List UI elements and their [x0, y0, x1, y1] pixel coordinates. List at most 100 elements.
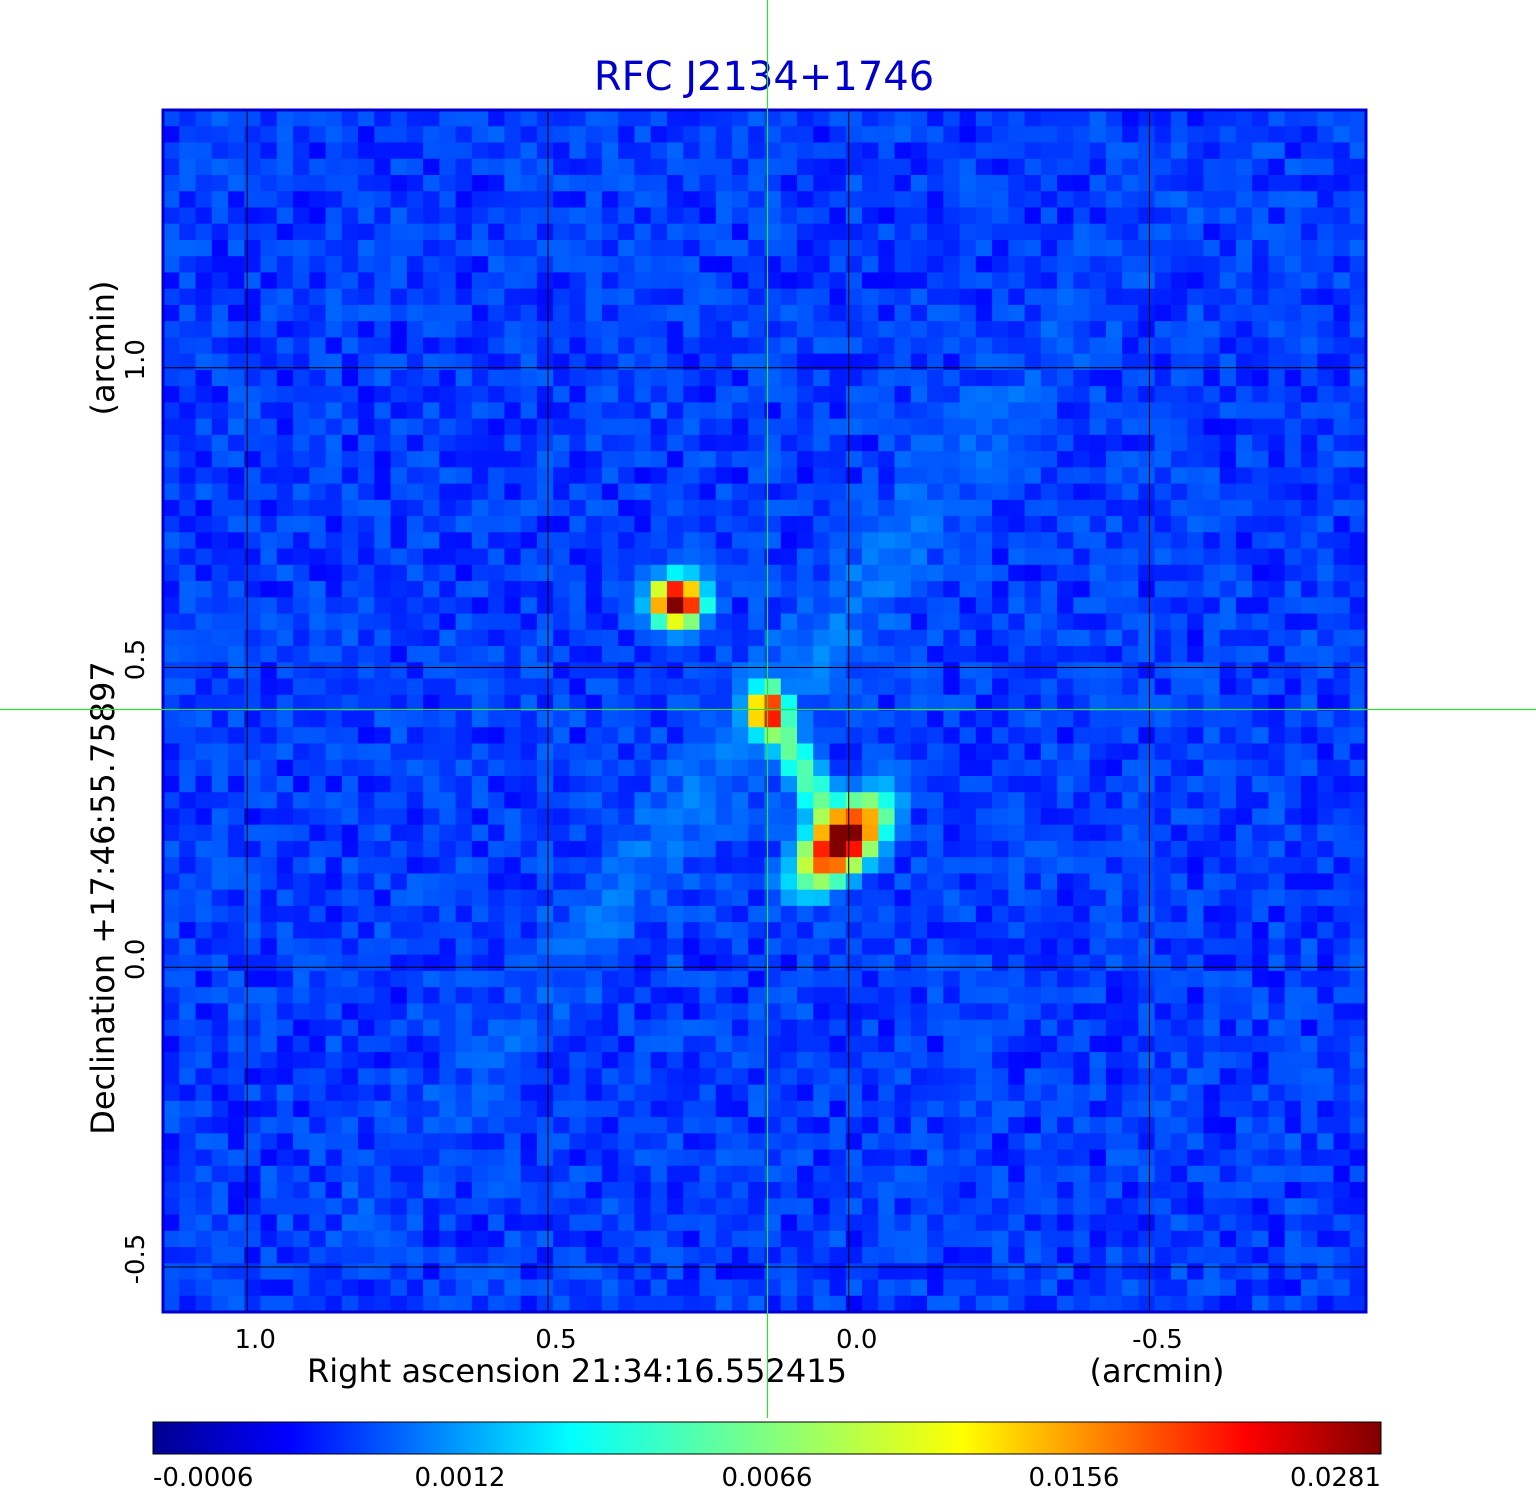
map-pixel: [211, 857, 229, 875]
map-pixel: [260, 581, 278, 598]
map-pixel: [488, 386, 505, 403]
map-pixel: [406, 207, 424, 225]
map-pixel: [1089, 1117, 1107, 1134]
map-pixel: [195, 223, 213, 241]
map-pixel: [1138, 629, 1156, 647]
map-pixel: [1333, 905, 1351, 923]
map-pixel: [1187, 613, 1205, 631]
map-pixel: [666, 174, 684, 192]
map-pixel: [975, 1182, 993, 1199]
map-pixel: [211, 304, 229, 322]
map-pixel: [764, 743, 782, 761]
map-pixel: [585, 1003, 603, 1021]
map-pixel: [1105, 207, 1123, 225]
map-pixel: [634, 402, 652, 420]
map-pixel: [1122, 158, 1140, 176]
map-pixel: [423, 434, 440, 452]
map-pixel: [1138, 532, 1156, 550]
map-pixel: [1235, 223, 1253, 241]
map-pixel: [1349, 1149, 1366, 1167]
map-pixel: [439, 711, 457, 728]
map-pixel: [536, 646, 554, 663]
map-pixel: [341, 1068, 359, 1086]
map-pixel: [341, 418, 359, 436]
map-pixel: [797, 321, 814, 338]
map-pixel: [1170, 272, 1188, 290]
map-pixel: [780, 824, 798, 842]
map-pixel: [634, 1133, 652, 1151]
map-pixel: [1268, 775, 1286, 793]
map-pixel: [845, 174, 863, 192]
map-pixel: [1333, 743, 1351, 761]
map-pixel: [163, 1084, 180, 1102]
map-pixel: [845, 662, 863, 680]
map-pixel: [553, 1052, 571, 1069]
map-pixel: [829, 467, 847, 485]
map-pixel: [910, 808, 928, 826]
map-pixel: [1122, 304, 1140, 322]
map-pixel: [1089, 207, 1107, 225]
map-pixel: [1252, 564, 1270, 582]
map-pixel: [992, 499, 1009, 517]
map-pixel: [1073, 402, 1091, 420]
map-pixel: [1170, 548, 1188, 566]
map-pixel: [423, 1133, 440, 1151]
map-pixel: [439, 548, 457, 566]
map-pixel: [471, 467, 489, 485]
map-pixel: [179, 678, 197, 696]
map-pixel: [1187, 158, 1205, 176]
map-pixel: [1138, 905, 1156, 923]
map-pixel: [1268, 467, 1286, 485]
map-pixel: [195, 1084, 213, 1102]
map-pixel: [569, 711, 587, 728]
map-pixel: [1333, 1149, 1351, 1167]
map-pixel: [748, 321, 766, 338]
map-pixel: [1154, 1084, 1172, 1102]
map-pixel: [878, 402, 896, 420]
map-pixel: [260, 678, 278, 696]
map-pixel: [975, 304, 993, 322]
map-pixel: [390, 840, 408, 858]
map-pixel: [1057, 369, 1074, 387]
map-pixel: [764, 1068, 782, 1086]
map-pixel: [959, 1165, 977, 1183]
map-pixel: [992, 597, 1009, 615]
map-pixel: [536, 126, 554, 144]
map-pixel: [211, 321, 229, 338]
map-pixel: [1008, 613, 1026, 631]
map-pixel: [1024, 581, 1042, 598]
map-pixel: [601, 987, 619, 1004]
map-pixel: [1040, 954, 1058, 972]
map-pixel: [244, 1084, 262, 1102]
map-pixel: [975, 1003, 993, 1021]
map-pixel: [423, 386, 440, 403]
map-pixel: [1235, 483, 1253, 501]
map-pixel: [1105, 889, 1123, 907]
map-pixel: [341, 581, 359, 598]
map-pixel: [1040, 516, 1058, 533]
map-pixel: [179, 402, 197, 420]
map-pixel: [829, 272, 847, 290]
map-pixel: [439, 987, 457, 1004]
map-pixel: [195, 434, 213, 452]
map-pixel: [1203, 451, 1221, 468]
map-pixel: [536, 629, 554, 647]
map-pixel: [471, 256, 489, 274]
map-pixel: [1235, 857, 1253, 875]
map-pixel: [780, 1019, 798, 1037]
map-pixel: [650, 516, 668, 533]
map-pixel: [1122, 775, 1140, 793]
map-pixel: [764, 922, 782, 939]
map-pixel: [179, 1165, 197, 1183]
map-pixel: [731, 353, 749, 371]
map-pixel: [1040, 1182, 1058, 1199]
map-pixel: [601, 857, 619, 875]
map-pixel: [471, 516, 489, 533]
map-pixel: [406, 792, 424, 810]
map-pixel: [797, 548, 814, 566]
map-pixel: [341, 792, 359, 810]
map-pixel: [406, 1198, 424, 1216]
map-pixel: [504, 711, 522, 728]
map-pixel: [553, 581, 571, 598]
map-pixel: [1317, 613, 1335, 631]
